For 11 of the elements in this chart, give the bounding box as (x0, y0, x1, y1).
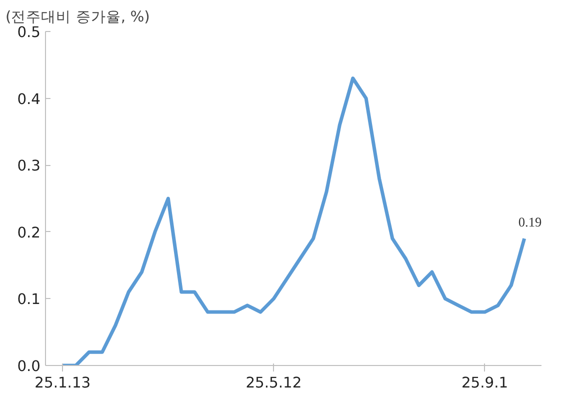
y-tick-label: 0.5 (17, 24, 41, 41)
y-tick-label: 0.0 (17, 358, 41, 375)
data-label: 0.19 (518, 214, 542, 230)
y-tick-label: 0.4 (17, 90, 41, 108)
y-tick-label: 0.2 (17, 224, 41, 242)
y-tick-label: 0.3 (17, 158, 41, 175)
x-tick-label: 25.1.13 (34, 374, 91, 392)
y-tick-label: 0.1 (17, 291, 41, 308)
y-axis-title: (전주대비 증가율, %) (6, 8, 150, 26)
x-tick-label: 25.5.12 (246, 374, 302, 392)
x-tick-label: 25.9.1 (461, 374, 508, 392)
